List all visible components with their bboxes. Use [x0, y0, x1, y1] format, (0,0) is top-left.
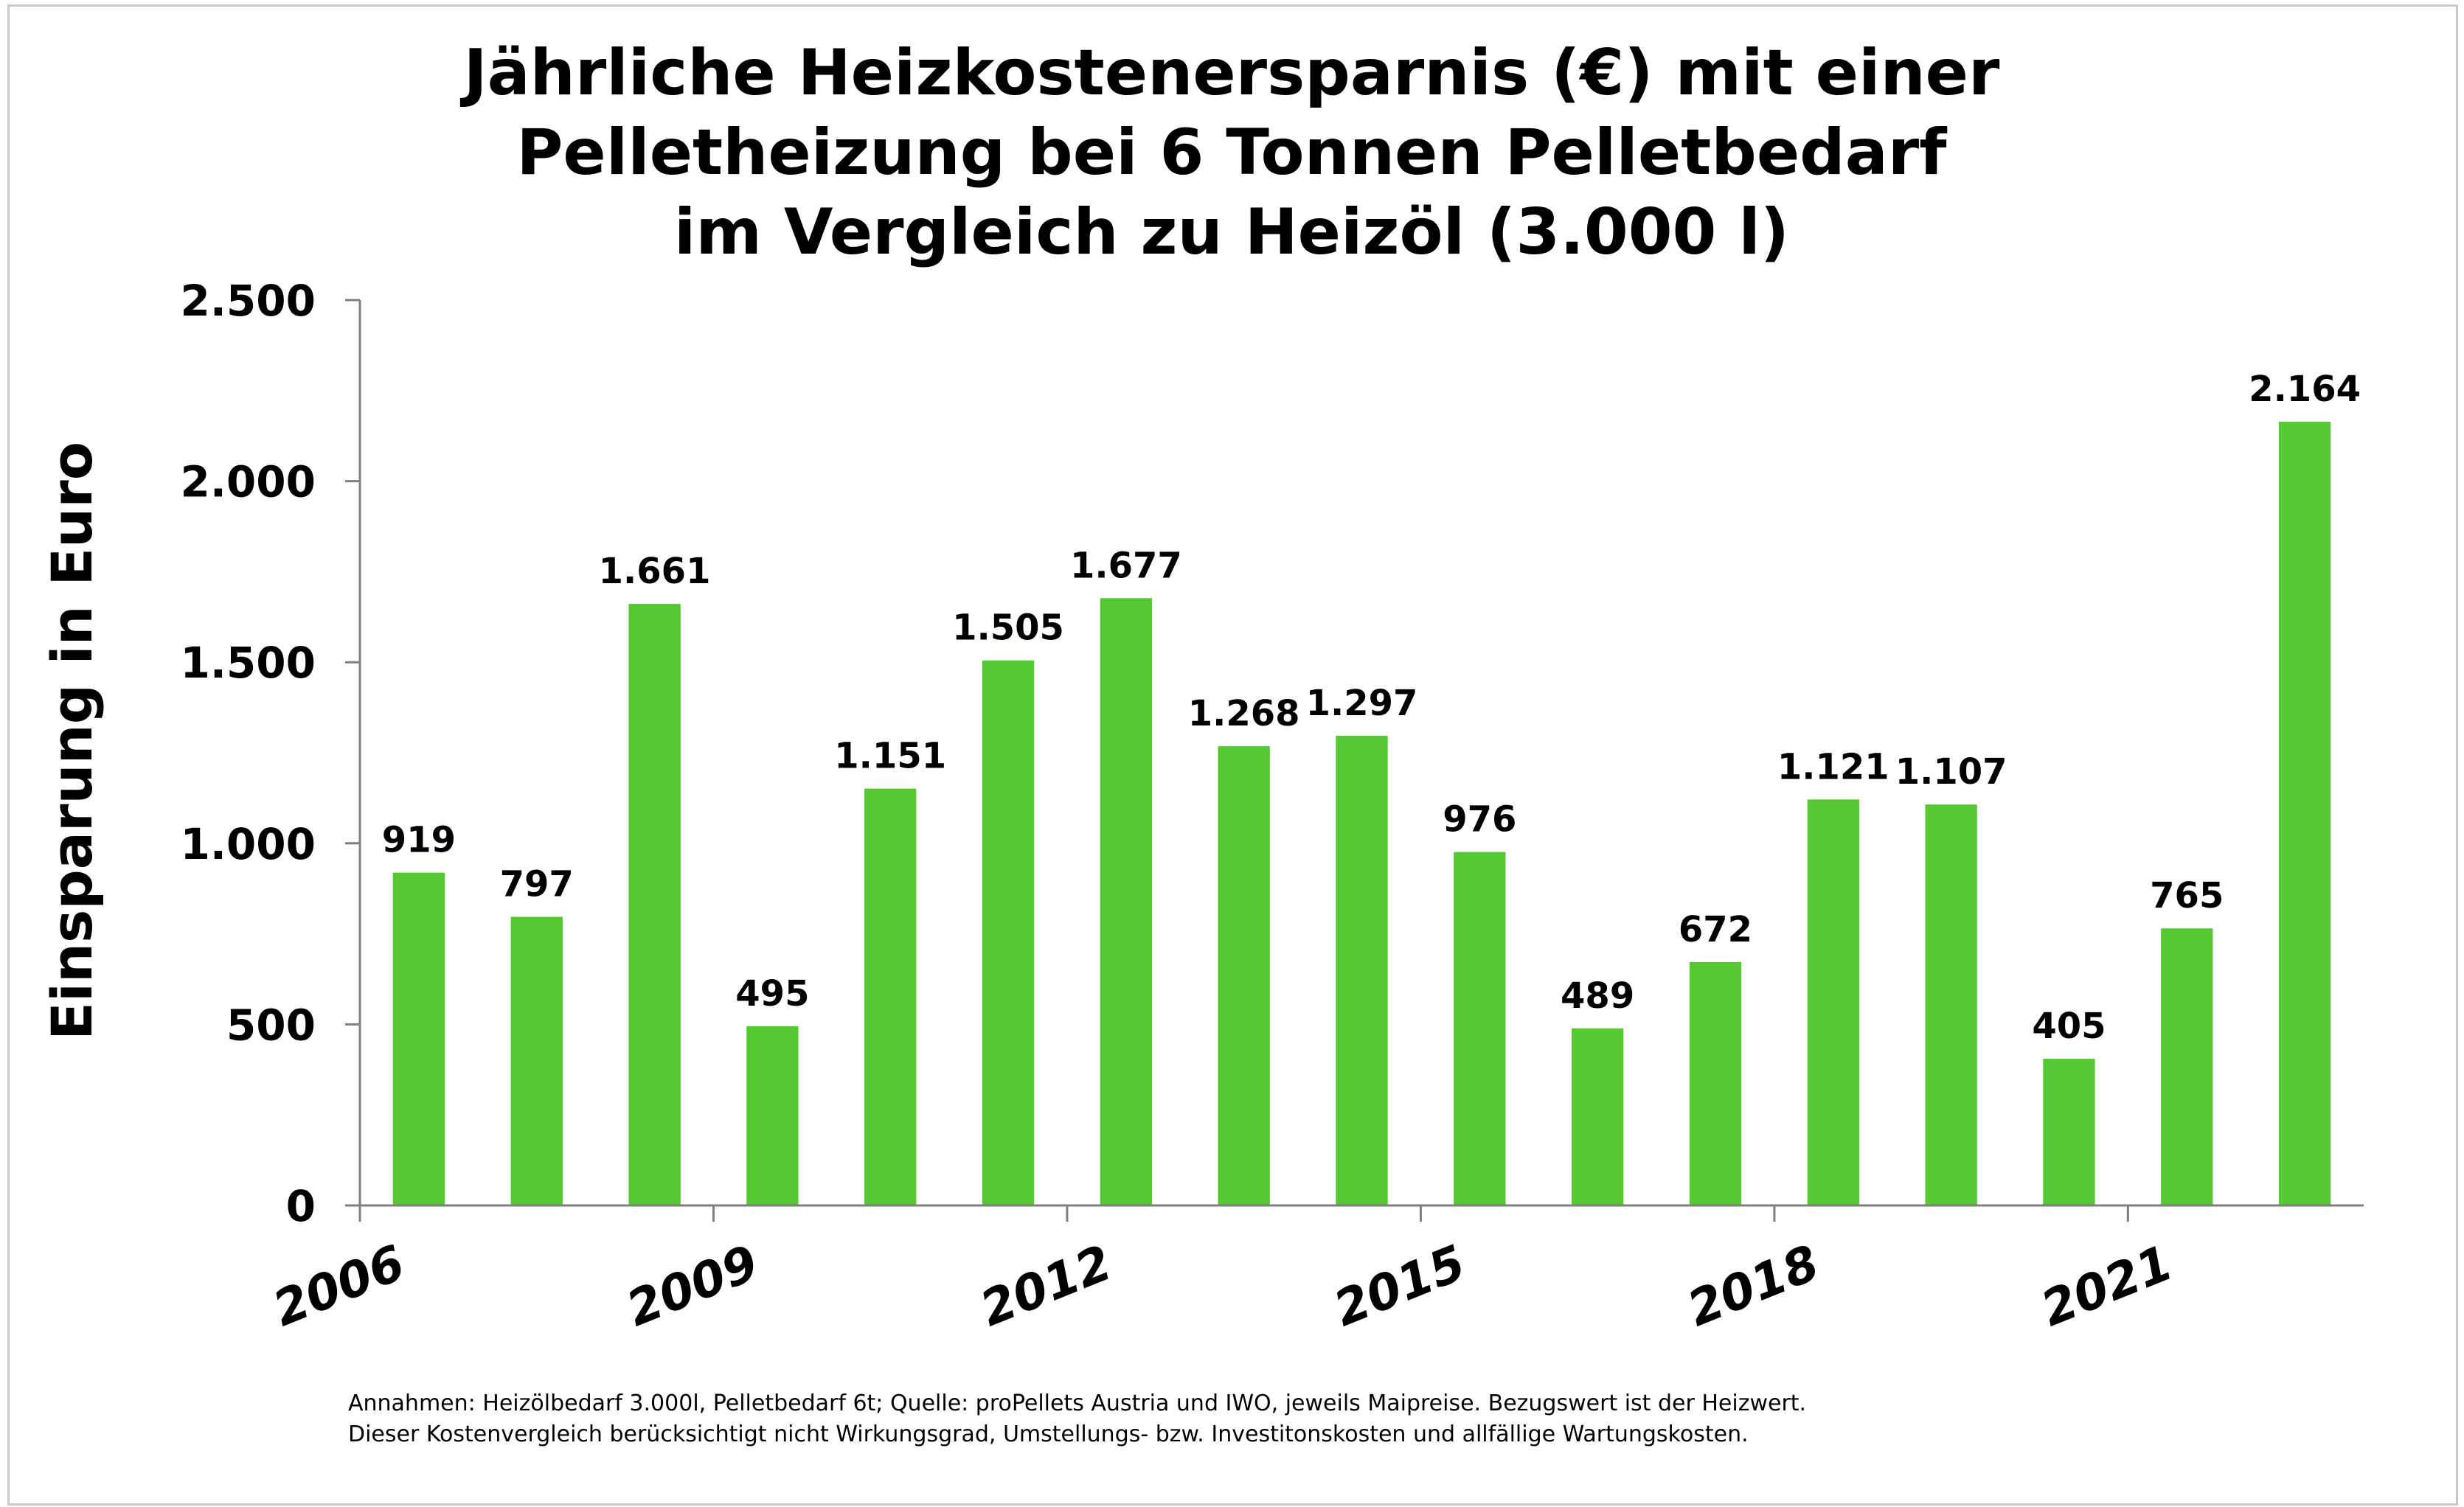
data-label-2009: 495 — [735, 973, 809, 1014]
data-label-2012: 1.677 — [1070, 545, 1182, 586]
y-tick-label: 2.500 — [181, 276, 316, 326]
title-line-1: Jährliche Heizkostenersparnis (€) mit ei… — [460, 36, 2000, 110]
data-label-2006: 919 — [382, 820, 456, 861]
bar-2021 — [2161, 928, 2213, 1205]
data-label-2019: 1.107 — [1895, 751, 2007, 793]
x-axis: 2006 2009 2012 2015 2018 2021 — [266, 1204, 2364, 1337]
y-tick-label: 0 — [286, 1181, 316, 1231]
data-label-2008: 1.661 — [599, 551, 711, 592]
x-tick-label-2006: 2006 — [266, 1234, 412, 1337]
data-label-2015: 976 — [1443, 799, 1516, 840]
title-line-2: Pelletheizung bei 6 Tonnen Pelletbedarf — [516, 116, 1948, 189]
bar-2010 — [864, 788, 917, 1205]
bar-2009 — [746, 1026, 799, 1205]
data-label-2018: 1.121 — [1777, 746, 1889, 787]
bar-2011 — [982, 660, 1035, 1205]
bar-2022 — [2278, 422, 2331, 1205]
x-tick-label-2018: 2018 — [1680, 1234, 1827, 1337]
bar-2016 — [1571, 1028, 1624, 1205]
data-label-2013: 1.268 — [1188, 693, 1300, 734]
y-axis-label: Einsparung in Euro — [39, 442, 105, 1040]
footnote-line-1: Annahmen: Heizölbedarf 3.000l, Pelletbed… — [348, 1391, 1806, 1416]
data-label-2020: 405 — [2032, 1006, 2106, 1047]
data-label-2016: 489 — [1561, 975, 1634, 1017]
data-label-2011: 1.505 — [952, 608, 1064, 649]
bar-2012 — [1100, 598, 1153, 1205]
x-tick-label-2021: 2021 — [2033, 1234, 2180, 1337]
bar-2013 — [1218, 746, 1270, 1205]
bar-2019 — [1925, 804, 1977, 1205]
bar-2007 — [510, 916, 563, 1205]
data-label-2007: 797 — [500, 864, 574, 905]
footnote-line-2: Dieser Kostenvergleich berücksichtigt ni… — [348, 1421, 1749, 1447]
y-tick-label: 1.500 — [181, 638, 316, 688]
x-tick-label-2012: 2012 — [973, 1234, 1120, 1337]
data-label-2021: 765 — [2150, 875, 2224, 916]
bar-2020 — [2043, 1059, 2095, 1205]
data-label-2017: 672 — [1679, 909, 1752, 950]
bars — [392, 422, 2331, 1205]
data-label-2010: 1.151 — [834, 736, 946, 777]
bar-2018 — [1807, 799, 1859, 1205]
y-tick-label: 500 — [226, 1000, 316, 1050]
bar-2017 — [1689, 961, 1742, 1205]
bar-2006 — [392, 872, 445, 1205]
title-line-3: im Vergleich zu Heizöl (3.000 l) — [674, 195, 1789, 269]
bar-2014 — [1336, 735, 1388, 1205]
data-label-2014: 1.297 — [1306, 683, 1418, 724]
bar-2008 — [628, 604, 681, 1205]
x-tick-label-2009: 2009 — [619, 1234, 766, 1337]
data-label-2022: 2.164 — [2249, 369, 2361, 410]
y-axis: 0 500 1.000 1.500 2.000 2.500 — [181, 276, 361, 1231]
bar-2015 — [1454, 852, 1506, 1205]
chart-title: Jährliche Heizkostenersparnis (€) mit ei… — [460, 36, 2000, 269]
x-tick-label-2015: 2015 — [1326, 1234, 1473, 1337]
footnote: Annahmen: Heizölbedarf 3.000l, Pelletbed… — [348, 1391, 1806, 1447]
y-tick-label: 2.000 — [181, 457, 316, 507]
y-tick-label: 1.000 — [181, 819, 316, 869]
